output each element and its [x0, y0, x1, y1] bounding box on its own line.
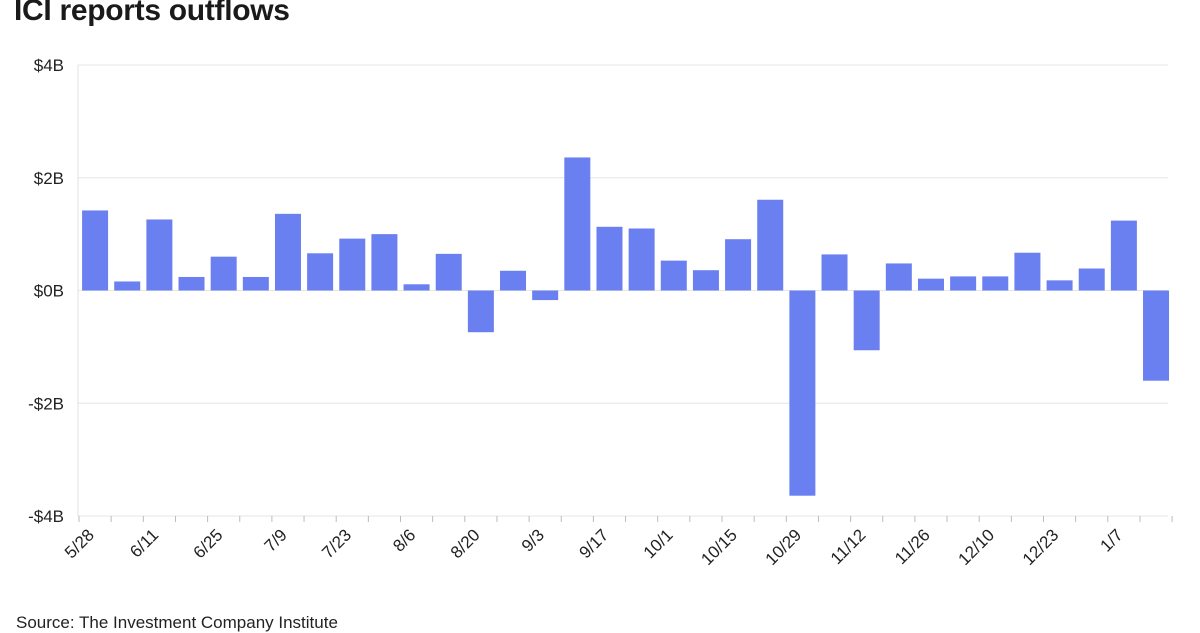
- bar: [178, 276, 205, 291]
- bar: [660, 260, 687, 291]
- bar: [821, 254, 848, 291]
- y-tick-label: $2B: [34, 169, 64, 188]
- bar: [628, 228, 655, 291]
- bar: [114, 281, 141, 291]
- bar: [725, 239, 752, 291]
- chart-title: ICI reports outflows: [14, 0, 290, 27]
- bar: [532, 290, 559, 301]
- x-tick-label: 10/29: [762, 525, 806, 569]
- x-tick-label: 11/12: [827, 525, 870, 568]
- y-tick-label: -$4B: [28, 507, 64, 526]
- bar: [1014, 252, 1041, 291]
- x-tick-label: 6/11: [126, 525, 162, 561]
- bar: [146, 219, 173, 291]
- x-tick-label: 7/9: [261, 525, 291, 555]
- bar: [242, 276, 269, 291]
- bar: [467, 290, 494, 333]
- x-tick-label: 12/23: [1019, 525, 1063, 569]
- bar: [82, 210, 109, 291]
- bar: [1143, 290, 1170, 381]
- y-tick-label: $4B: [34, 56, 64, 75]
- bar: [339, 238, 366, 291]
- x-tick-label: 9/3: [518, 525, 548, 555]
- bar: [885, 263, 912, 291]
- x-tick-label: 1/7: [1097, 525, 1127, 555]
- x-tick-label: 10/1: [640, 525, 677, 562]
- x-tick-label: 11/26: [891, 525, 934, 568]
- x-tick-label: 5/28: [61, 525, 98, 562]
- bar: [757, 199, 784, 291]
- bar: [982, 276, 1009, 291]
- bar: [274, 213, 301, 291]
- bar: [307, 253, 334, 291]
- bar: [853, 290, 880, 351]
- bar: [500, 270, 527, 291]
- bar: [692, 270, 719, 291]
- bar: [210, 256, 237, 291]
- x-tick-label: 7/23: [318, 525, 355, 562]
- bar: [789, 290, 816, 496]
- bar: [1078, 268, 1105, 291]
- y-tick-label: $0B: [34, 282, 64, 301]
- x-tick-label: 12/10: [955, 525, 999, 569]
- x-tick-label: 8/6: [389, 525, 419, 555]
- y-tick-label: -$2B: [28, 394, 64, 413]
- x-tick-label: 10/15: [697, 525, 741, 569]
- x-tick-label: 9/17: [575, 525, 612, 562]
- y-axis-tick-labels: $4B $2B $0B -$2B -$4B: [28, 56, 64, 526]
- bar: [950, 276, 977, 291]
- bar: [435, 253, 462, 291]
- bar: [1110, 220, 1137, 291]
- bar: [596, 226, 623, 291]
- bar: [917, 278, 944, 291]
- bar: [564, 157, 591, 291]
- bar: [403, 284, 430, 291]
- bars: [82, 157, 1170, 496]
- x-axis: 5/28 6/11 6/25 7/9 7/23 8/6 8/20 9/3 9/17 10/1 10/…: [61, 516, 1173, 569]
- source-note: Source: The Investment Company Institute: [16, 613, 338, 632]
- bar: [371, 234, 398, 291]
- x-tick-label: 6/25: [190, 525, 227, 562]
- bar: [1046, 280, 1073, 291]
- x-tick-label: 8/20: [447, 525, 484, 562]
